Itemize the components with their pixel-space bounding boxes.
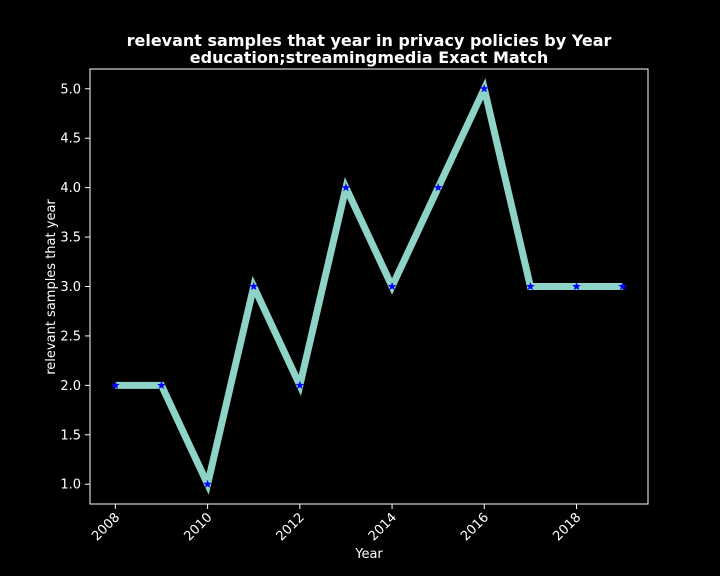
y-axis-ticks: 1.0 1.5 2.0 2.5 3.0 3.5 4.0 4.5 5.0 (60, 82, 90, 493)
x-tick-label: 2008 (89, 510, 123, 544)
data-point-star (387, 282, 397, 291)
y-axis-label: relevant samples that year (44, 199, 59, 375)
y-tick-label: 1.5 (60, 428, 81, 443)
series-line (115, 78, 623, 495)
y-tick-label: 2.0 (60, 379, 81, 394)
x-tick-label: 2014 (366, 510, 400, 544)
x-tick-label: 2018 (550, 510, 584, 544)
y-tick-label: 5.0 (60, 82, 81, 97)
x-tick-label: 2016 (458, 510, 492, 544)
data-point-star (111, 380, 120, 389)
data-point-star (433, 183, 443, 192)
data-point-star (526, 282, 535, 291)
data-point-star (203, 479, 212, 488)
data-point-star (341, 183, 351, 192)
data-point-star (480, 84, 489, 93)
x-axis-ticks: 2008 2010 2012 2014 2016 2018 (89, 504, 584, 544)
y-tick-label: 3.0 (60, 280, 81, 295)
data-point-star (249, 282, 258, 291)
y-tick-label: 3.5 (60, 231, 81, 246)
y-tick-label: 4.0 (60, 181, 81, 196)
x-tick-label: 2010 (181, 510, 215, 544)
data-point-star (295, 380, 305, 389)
y-tick-label: 1.0 (60, 478, 81, 493)
data-point-star (157, 380, 166, 389)
data-point-star (572, 282, 581, 291)
series-layer (111, 78, 627, 495)
x-axis-label: Year (354, 547, 383, 562)
chart-subtitle: education;streamingmedia Exact Match (190, 48, 548, 67)
y-tick-label: 4.5 (60, 132, 81, 147)
data-point-star (618, 282, 627, 291)
y-tick-label: 2.5 (60, 329, 81, 344)
chart-title: relevant samples that year in privacy po… (127, 31, 612, 50)
x-tick-label: 2012 (274, 510, 308, 544)
